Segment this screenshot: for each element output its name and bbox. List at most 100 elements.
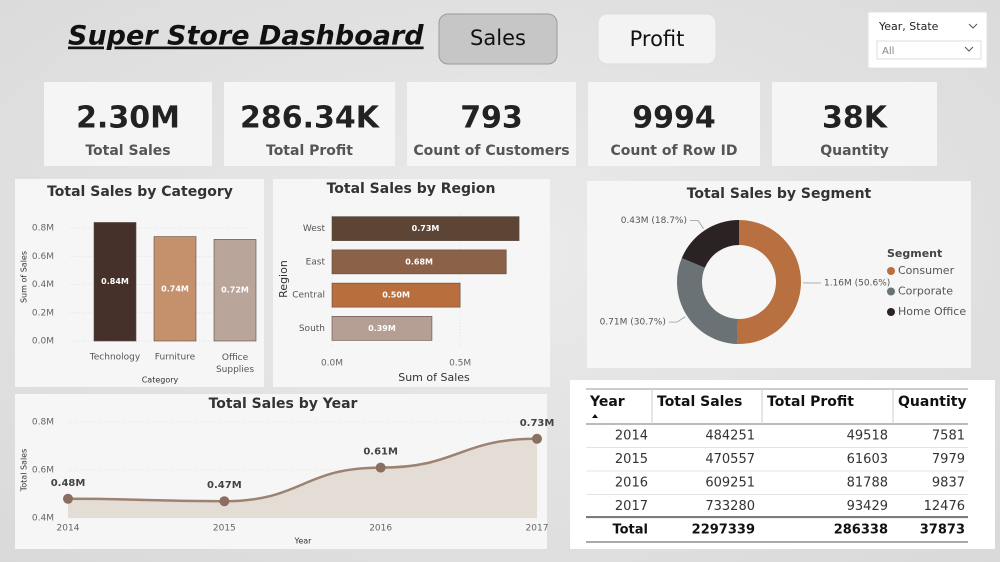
kpi-value: 9994 (632, 101, 716, 136)
x-tick-label: Office Supplies (216, 353, 254, 375)
kpi-value: 286.34K (240, 101, 381, 136)
y-tick-label: 0.8M (32, 418, 54, 428)
sales-button-label[interactable]: Sales (470, 26, 526, 50)
legend-label: Consumer (898, 264, 955, 277)
chevron (964, 46, 974, 52)
table-cell: 93429 (847, 499, 888, 514)
kpi-value: 38K (822, 101, 889, 136)
y-tick-label: 0.4M (32, 280, 54, 290)
column-header: Year (589, 394, 625, 410)
legend-label: Home Office (898, 305, 966, 318)
kpi-label: Count of Row ID (610, 143, 737, 159)
sort-indicator (592, 414, 598, 418)
profit-button-label[interactable]: Profit (630, 27, 685, 51)
x-axis-label: Sum of Sales (398, 371, 470, 384)
y-tick-label: 0.8M (32, 224, 54, 234)
table-cell: 7581 (932, 429, 965, 444)
y-tick-label: 0.6M (32, 466, 54, 476)
bar (153, 236, 197, 342)
table-cell: 2017 (615, 499, 648, 514)
kpi-card (588, 82, 760, 166)
kpi-card (772, 82, 937, 166)
table-cell: 2015 (615, 452, 648, 467)
leader-line (668, 316, 686, 323)
table-total: Total (612, 523, 648, 538)
table-total: 286338 (834, 523, 888, 538)
data-label: 0.39M (368, 324, 396, 333)
donut-slice (681, 220, 739, 268)
table-cell: 2014 (615, 429, 648, 444)
column-header: Total Sales (657, 394, 742, 410)
point (375, 462, 386, 473)
kpi-label: Total Profit (266, 143, 353, 159)
y-tick-label: Central (292, 291, 325, 301)
y-tick-label: East (306, 257, 326, 267)
kpi-label: Quantity (820, 143, 889, 159)
y-axis-label: Sum of Sales (20, 251, 29, 303)
table-cell: 9837 (932, 476, 965, 491)
x-axis-label: Year (294, 537, 313, 546)
data-label: 0.73M (412, 224, 440, 233)
x-tick-label: 2016 (369, 524, 392, 534)
y-tick-label: West (303, 224, 326, 234)
kpi-value: 793 (460, 101, 523, 136)
point (219, 496, 230, 507)
sales-button[interactable] (438, 13, 558, 65)
bar (331, 216, 520, 241)
table-cell: 7979 (932, 452, 965, 467)
kpi-card (407, 82, 576, 166)
area-fill (68, 438, 537, 518)
data-label: 0.50M (382, 291, 410, 300)
legend-title: Segment (887, 247, 942, 260)
table-total: 2297339 (692, 523, 755, 538)
table-cell: 81788 (847, 476, 888, 491)
profit-button[interactable] (597, 13, 717, 65)
legend-label: Corporate (898, 285, 953, 298)
bar (331, 282, 461, 308)
x-tick-label: 2015 (213, 524, 236, 534)
data-label: 0.72M (221, 286, 249, 295)
kpi-card (44, 82, 212, 166)
data-label: 0.61M (363, 447, 398, 458)
data-label: 0.71M (30.7%) (600, 318, 666, 328)
table-cell: 484251 (705, 429, 755, 444)
y-tick-label: 0.6M (32, 252, 54, 262)
filter-label: Year, State (878, 20, 939, 33)
donut-slice (677, 258, 738, 344)
column-header: Quantity (898, 394, 967, 410)
table-cell: 733280 (705, 499, 755, 514)
table-cell: 61603 (847, 452, 888, 467)
chart-title: Total Sales by Year (209, 396, 358, 412)
data-label: 1.16M (50.6%) (824, 279, 890, 289)
kpi-card (224, 82, 395, 166)
dashboard-title: Super Store Dashboard (68, 21, 424, 52)
y-axis-label: Total Sales (20, 449, 29, 493)
chart-title: Total Sales by Region (327, 181, 496, 197)
data-label: 0.73M (520, 418, 555, 429)
x-tick-label: 0.0M (321, 359, 343, 369)
filter-dropdown[interactable] (876, 40, 982, 60)
y-tick-label: 0.0M (32, 337, 54, 347)
filter-value[interactable]: All (882, 46, 894, 57)
chart-title: Total Sales by Segment (687, 186, 872, 202)
data-label: 0.68M (405, 257, 433, 266)
line (67, 437, 538, 503)
x-tick-label: 0.5M (449, 359, 471, 369)
data-label: 0.84M (101, 277, 129, 286)
kpi-value: 2.30M (76, 101, 180, 136)
leader-line (689, 220, 704, 229)
legend-marker (887, 308, 895, 316)
table-cell: 470557 (705, 452, 755, 467)
x-axis-label: Category (142, 376, 179, 385)
legend-marker (887, 267, 895, 275)
panel (570, 380, 995, 549)
table-cell: 609251 (705, 476, 755, 491)
data-label: 0.47M (207, 480, 242, 491)
point (63, 493, 73, 504)
table-total: 37873 (920, 523, 965, 538)
chevron (968, 23, 978, 29)
x-tick-label: 2014 (57, 524, 80, 534)
y-tick-label: 0.2M (32, 308, 54, 318)
donut-slice (737, 220, 802, 344)
y-tick-label: South (299, 324, 325, 334)
